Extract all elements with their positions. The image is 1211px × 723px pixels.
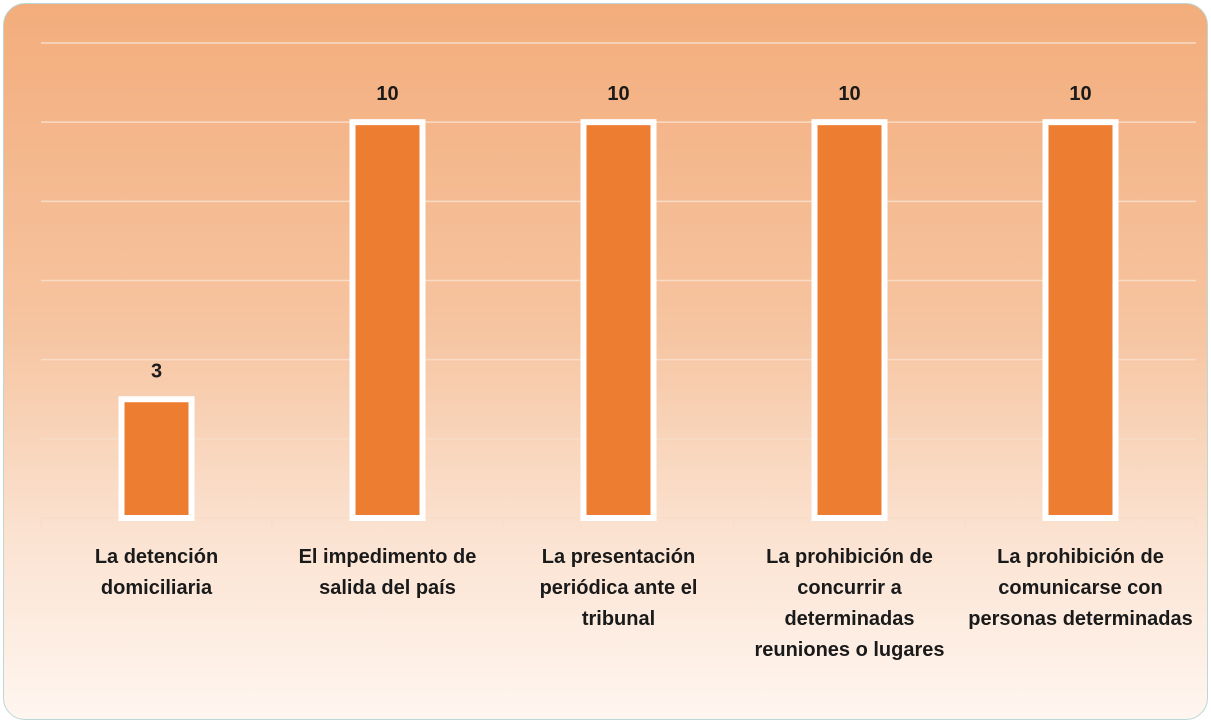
value-label: 10 (376, 83, 398, 105)
bar (118, 396, 195, 521)
bar (349, 119, 426, 522)
bar (580, 119, 657, 522)
x-tick-label: La presentación periódica ante el tribun… (539, 546, 698, 630)
chart: 3 10 10 10 10 (40, 42, 1197, 526)
x-tick-label: La detención domiciliaria (94, 546, 219, 599)
value-label: 10 (607, 83, 629, 105)
value-label: 10 (1069, 83, 1091, 105)
x-tick-label: El impedimento de salida del país (298, 546, 477, 599)
x-tick-label: La prohibición de comunicarse con person… (968, 546, 1193, 630)
value-label: 10 (838, 83, 860, 105)
bar (811, 119, 888, 522)
x-tick-label: La prohibición de concurrir a determinad… (754, 546, 945, 661)
chart-frame: 3 10 10 10 10 La detención domiciliaria El im… (3, 3, 1208, 720)
value-label: 3 (151, 360, 162, 382)
bar (1042, 119, 1119, 522)
